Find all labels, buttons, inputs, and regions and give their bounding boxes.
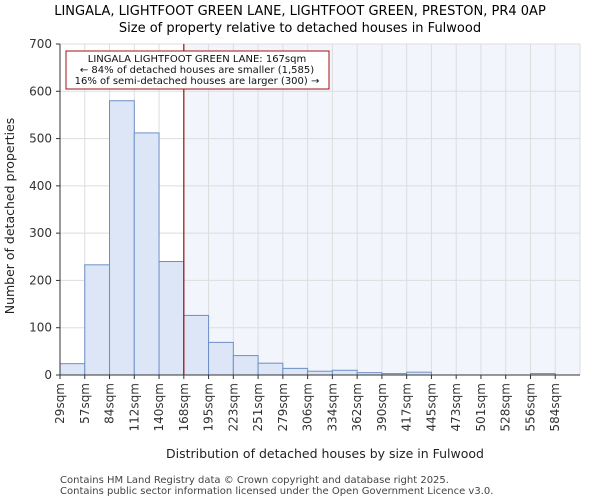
footer-line-2: Contains public sector information licen… — [60, 486, 493, 497]
bar-279sqm — [282, 367, 309, 376]
annotation-line-1: LINGALA LIGHTFOOT GREEN LANE: 167sqm — [88, 54, 306, 65]
y-axis-label: Number of detached properties — [2, 118, 17, 315]
y-tick-label-700: 700 — [29, 37, 52, 51]
x-tick-label-29sqm: 29sqm — [53, 383, 67, 424]
x-tick-label-390sqm: 390sqm — [375, 383, 389, 431]
x-tick-label-57sqm: 57sqm — [78, 383, 92, 424]
y-tick-label-500: 500 — [29, 132, 52, 146]
x-tick-label-362sqm: 362sqm — [350, 383, 364, 431]
bar-195sqm — [208, 341, 234, 376]
footer-line-1: Contains HM Land Registry data © Crown c… — [60, 475, 449, 486]
axes-layer — [59, 44, 580, 376]
y-tick-label-100: 100 — [29, 321, 52, 335]
x-tick-label-84sqm: 84sqm — [103, 383, 117, 424]
bar-334sqm — [331, 369, 358, 376]
x-tick-label-140sqm: 140sqm — [152, 383, 166, 431]
x-tick-label-251sqm: 251sqm — [251, 383, 265, 431]
x-tick-layer: 29sqm 57sqm 84sqm 112sqm 140sqm 168sqm 195sqm 2… — [53, 375, 562, 431]
bar-140sqm — [158, 261, 185, 376]
y-tick-label-300: 300 — [29, 226, 52, 240]
x-tick-label-334sqm: 334sqm — [325, 383, 339, 431]
bar-168sqm — [183, 314, 210, 376]
x-tick-label-195sqm: 195sqm — [202, 383, 216, 431]
bar-84sqm — [109, 100, 135, 376]
y-tick-label-600: 600 — [29, 84, 52, 98]
x-axis-label: Distribution of detached houses by size … — [166, 446, 484, 461]
chart-subtitle: Size of property relative to detached ho… — [119, 21, 481, 36]
x-tick-label-417sqm: 417sqm — [400, 383, 414, 431]
annotation-line-2: ← 84% of detached houses are smaller (1,… — [80, 65, 314, 76]
bar-251sqm — [257, 362, 284, 376]
x-tick-label-501sqm: 501sqm — [474, 383, 488, 431]
x-tick-label-168sqm: 168sqm — [177, 383, 191, 431]
x-tick-label-306sqm: 306sqm — [301, 383, 315, 431]
annotation-line-3: 16% of semi-detached houses are larger (… — [75, 76, 320, 87]
x-tick-label-556sqm: 556sqm — [523, 383, 537, 431]
y-tick-layer: 0 100 200 300 400 500 600 700 — [29, 37, 60, 382]
bar-57sqm — [84, 264, 111, 376]
y-tick-label-400: 400 — [29, 179, 52, 193]
bar-112sqm — [133, 132, 160, 376]
bar-29sqm — [59, 363, 86, 376]
annotation-box: LINGALA LIGHTFOOT GREEN LANE: 167sqm ← 8… — [65, 50, 330, 90]
x-tick-label-473sqm: 473sqm — [449, 383, 463, 431]
x-tick-label-223sqm: 223sqm — [226, 383, 240, 431]
x-tick-label-445sqm: 445sqm — [424, 383, 438, 431]
bar-223sqm — [232, 355, 259, 376]
annotation-frame — [65, 50, 330, 90]
x-tick-label-279sqm: 279sqm — [276, 383, 290, 431]
x-tick-label-528sqm: 528sqm — [499, 383, 513, 431]
y-tick-label-0: 0 — [44, 368, 52, 382]
y-tick-label-200: 200 — [29, 273, 52, 287]
x-tick-label-112sqm: 112sqm — [127, 383, 141, 431]
chart-title: LINGALA, LIGHTFOOT GREEN LANE, LIGHTFOOT… — [54, 4, 546, 19]
x-tick-label-584sqm: 584sqm — [548, 383, 562, 431]
bar-306sqm — [307, 370, 333, 376]
